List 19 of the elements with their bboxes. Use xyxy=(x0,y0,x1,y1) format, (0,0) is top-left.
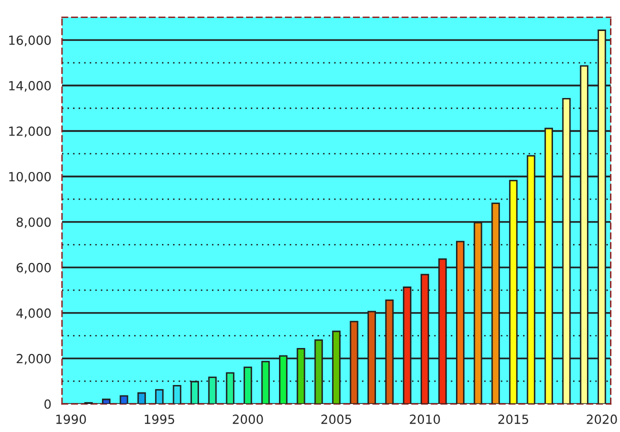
y-tick-label: 6,000 xyxy=(16,262,51,274)
x-tick-label: 2020 xyxy=(586,414,617,424)
y-tick-label: 0 xyxy=(44,399,51,409)
bar xyxy=(172,385,182,404)
y-tick-label: 8,000 xyxy=(16,217,51,228)
x-tick-label: 2010 xyxy=(410,414,440,424)
y-tick-label: 16,000 xyxy=(9,35,51,46)
y-tick-label: 14,000 xyxy=(9,80,51,92)
y-tick-label: 12,000 xyxy=(9,126,51,138)
y-tick-label: 10,000 xyxy=(9,172,51,183)
y-tick-label: 4,000 xyxy=(16,308,51,320)
y-tick-label: 2,000 xyxy=(16,354,51,365)
bar xyxy=(102,398,110,404)
x-tick-label: 2000 xyxy=(232,414,263,424)
bar xyxy=(155,389,164,404)
x-tick-label: 2005 xyxy=(321,414,352,424)
x-tick-label: 1995 xyxy=(144,414,174,424)
x-tick-label: 1990 xyxy=(56,414,86,424)
x-tick-label: 2015 xyxy=(498,414,528,424)
